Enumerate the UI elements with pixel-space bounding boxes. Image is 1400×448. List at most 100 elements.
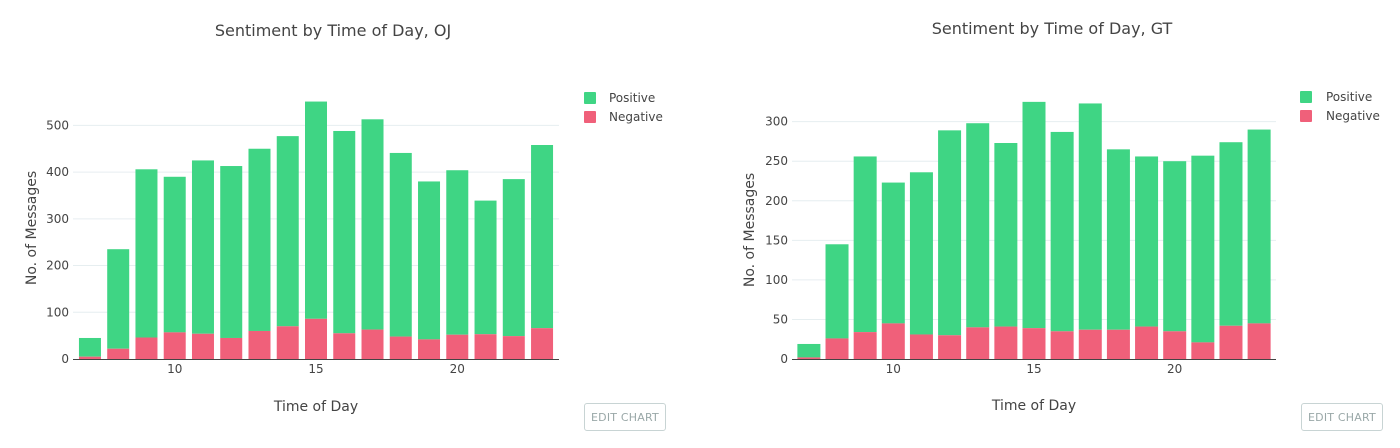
- bar-negative: [1191, 342, 1215, 359]
- bar-negative: [966, 327, 990, 359]
- bars: [797, 101, 1271, 359]
- bar-positive: [163, 176, 186, 333]
- bar-negative: [107, 348, 130, 359]
- bar-negative: [333, 333, 356, 359]
- chart-panel-gt: Sentiment by Time of Day, GT 0 50 100 150 20…: [700, 0, 1400, 448]
- bar-negative: [305, 318, 327, 359]
- y-tick-label: 200: [765, 194, 788, 208]
- bar-positive: [135, 169, 158, 338]
- bar-positive: [938, 130, 962, 336]
- y-tick-label: 100: [46, 305, 69, 319]
- x-tick-label: 15: [1026, 362, 1041, 376]
- legend-label-negative: Negative: [1326, 109, 1380, 123]
- bar-positive: [1050, 131, 1074, 332]
- x-tick-label: 20: [1167, 362, 1182, 376]
- bar-positive: [531, 145, 554, 329]
- bar-negative: [1078, 329, 1102, 359]
- bar-positive: [881, 182, 905, 324]
- bar-positive: [797, 343, 821, 358]
- y-tick-label: 400: [46, 165, 69, 179]
- x-tick-label: 10: [886, 362, 901, 376]
- bar-positive: [248, 148, 271, 331]
- bar-negative: [1022, 328, 1046, 359]
- bar-negative: [1163, 331, 1187, 359]
- chart-svg-oj: Sentiment by Time of Day, OJ 0 100 200 300 4…: [24, 21, 663, 415]
- legend-label-positive: Positive: [1326, 90, 1372, 104]
- bar-positive: [825, 244, 849, 339]
- bar-positive: [1078, 103, 1102, 330]
- y-axis-title: No. of Messages: [24, 171, 40, 285]
- bar-negative: [361, 329, 384, 359]
- bar-negative: [78, 356, 101, 359]
- chart-title: Sentiment by Time of Day, GT: [932, 19, 1173, 38]
- y-tick-label: 500: [46, 118, 69, 132]
- y-tick-labels: 0 100 200 300 400 500: [46, 118, 69, 366]
- bar-positive: [446, 170, 469, 335]
- y-tick-label: 150: [765, 233, 788, 247]
- bar-negative: [1050, 331, 1074, 359]
- legend-swatch-negative: [1300, 110, 1312, 122]
- legend: Positive Negative: [584, 91, 663, 124]
- x-axis-title: Time of Day: [991, 398, 1076, 414]
- chart-panel-oj: Sentiment by Time of Day, OJ 0 100 200 300 4…: [24, 21, 666, 431]
- bar-positive: [220, 166, 243, 338]
- bar-negative: [191, 333, 214, 359]
- bar-positive: [305, 101, 327, 319]
- bar-positive: [1135, 156, 1159, 327]
- bar-negative: [163, 332, 186, 359]
- x-tick-label: 20: [450, 362, 465, 376]
- bar-negative: [446, 334, 469, 359]
- chart-title: Sentiment by Time of Day, OJ: [215, 21, 451, 40]
- bar-positive: [276, 136, 299, 327]
- bar-negative: [220, 337, 243, 359]
- bar-negative: [1247, 323, 1271, 359]
- edit-chart-button[interactable]: EDIT CHART: [584, 403, 666, 431]
- bar-negative: [248, 330, 271, 359]
- legend-label-positive: Positive: [609, 91, 655, 105]
- bar-negative: [531, 328, 554, 359]
- legend-swatch-positive: [1300, 91, 1312, 103]
- bar-positive: [853, 156, 877, 333]
- bar-positive: [333, 130, 356, 334]
- bar-negative: [1135, 326, 1159, 359]
- y-tick-label: 50: [773, 312, 788, 326]
- bar-negative: [389, 336, 412, 359]
- bar-positive: [78, 337, 101, 357]
- bar-positive: [474, 200, 497, 335]
- legend-swatch-positive: [584, 92, 596, 104]
- bar-negative: [135, 337, 158, 359]
- bar-negative: [797, 357, 821, 359]
- bar-negative: [418, 339, 441, 359]
- bar-positive: [966, 123, 990, 328]
- bar-positive: [418, 181, 441, 340]
- x-tick-labels: 10 15 20: [886, 362, 1183, 376]
- bar-positive: [502, 179, 525, 337]
- bar-negative: [502, 336, 525, 359]
- bar-negative: [938, 335, 962, 359]
- bar-negative: [909, 334, 933, 359]
- y-tick-label: 300: [765, 115, 788, 129]
- bar-positive: [909, 172, 933, 335]
- bar-positive: [1219, 142, 1243, 326]
- bar-negative: [1219, 325, 1243, 359]
- y-tick-label: 100: [765, 273, 788, 287]
- legend-swatch-negative: [584, 111, 596, 123]
- bar-positive: [389, 152, 412, 337]
- x-tick-labels: 10 15 20: [167, 362, 465, 376]
- bar-positive: [1247, 129, 1271, 324]
- bar-positive: [1022, 101, 1046, 329]
- bar-positive: [1106, 149, 1130, 330]
- bar-negative: [276, 326, 299, 359]
- bars: [78, 101, 554, 359]
- bar-negative: [994, 326, 1018, 359]
- bar-negative: [825, 338, 849, 359]
- x-tick-label: 10: [167, 362, 182, 376]
- bar-positive: [191, 160, 214, 334]
- y-tick-label: 0: [780, 352, 788, 366]
- edit-chart-button[interactable]: EDIT CHART: [1301, 403, 1383, 431]
- y-tick-labels: 0 50 100 150 200 250 300: [765, 115, 788, 366]
- y-tick-label: 0: [61, 352, 69, 366]
- bar-positive: [1163, 161, 1187, 332]
- bar-positive: [361, 119, 384, 330]
- legend-label-negative: Negative: [609, 110, 663, 124]
